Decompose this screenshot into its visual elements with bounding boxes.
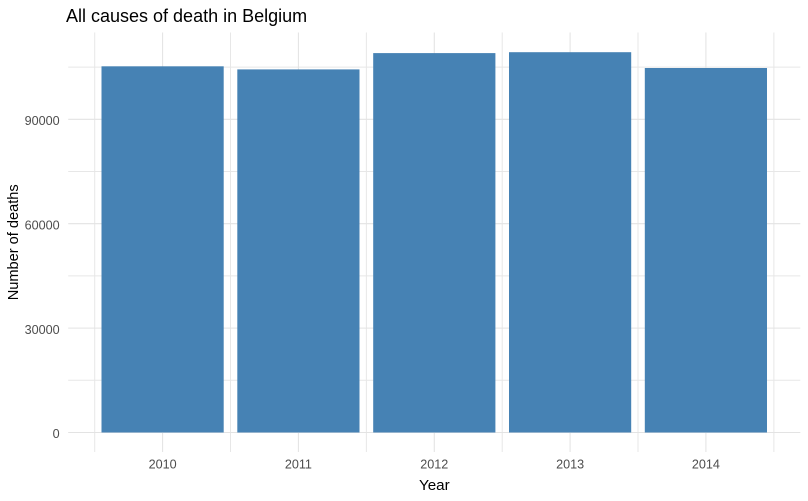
svg-text:2014: 2014	[692, 457, 720, 471]
svg-text:Year: Year	[419, 477, 450, 494]
svg-text:60000: 60000	[25, 218, 60, 232]
svg-text:30000: 30000	[25, 323, 60, 337]
svg-text:2012: 2012	[420, 457, 448, 471]
svg-text:2010: 2010	[149, 457, 177, 471]
svg-text:2011: 2011	[285, 457, 312, 471]
svg-text:90000: 90000	[25, 114, 60, 128]
svg-text:2013: 2013	[556, 457, 584, 471]
svg-text:Number of deaths: Number of deaths	[6, 184, 22, 300]
svg-text:0: 0	[53, 427, 60, 441]
svg-text:All causes of death in Belgium: All causes of death in Belgium	[66, 6, 307, 26]
